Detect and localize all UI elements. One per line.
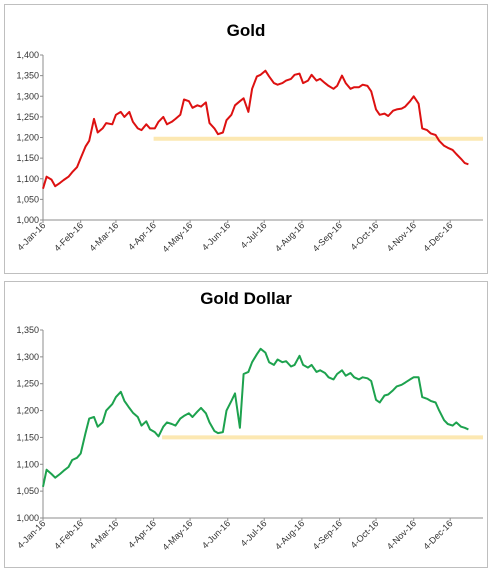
series-line bbox=[42, 69, 469, 189]
y-tick-label: 1,300 bbox=[16, 91, 39, 101]
y-tick-label: 1,050 bbox=[16, 194, 39, 204]
x-tick-label: 4-May-16 bbox=[161, 518, 195, 552]
x-tick-label: 4-Jan-16 bbox=[15, 518, 47, 550]
x-tick-label: 4-Apr-16 bbox=[126, 220, 158, 252]
y-tick-label: 1,050 bbox=[16, 486, 39, 496]
x-tick-label: 4-Sep-16 bbox=[311, 220, 344, 253]
y-tick-label: 1,000 bbox=[16, 513, 39, 523]
x-tick-label: 4-Mar-16 bbox=[87, 220, 120, 253]
y-tick-label: 1,250 bbox=[16, 112, 39, 122]
series-line bbox=[42, 347, 469, 488]
y-tick-label: 1,150 bbox=[16, 432, 39, 442]
x-tick-label: 4-Feb-16 bbox=[52, 220, 85, 253]
x-tick-label: 4-Oct-16 bbox=[349, 518, 381, 550]
chart-title: Gold Dollar bbox=[200, 289, 292, 308]
y-tick-label: 1,100 bbox=[16, 459, 39, 469]
y-tick-label: 1,200 bbox=[16, 406, 39, 416]
x-tick-label: 4-Apr-16 bbox=[126, 518, 158, 550]
y-tick-label: 1,200 bbox=[16, 133, 39, 143]
y-tick-label: 1,100 bbox=[16, 174, 39, 184]
x-tick-label: 4-Aug-16 bbox=[273, 220, 306, 253]
x-tick-label: 4-Oct-16 bbox=[349, 220, 381, 252]
x-tick-label: 4-May-16 bbox=[161, 220, 195, 254]
x-tick-label: 4-Jan-16 bbox=[15, 220, 47, 252]
gold-dollar-chart-panel: Gold Dollar 1,000 1,050 1,100 1,150 1,200 1,2… bbox=[4, 281, 488, 568]
gold-chart: 1,000 1,050 1,100 1,150 1,200 1,250 1,300 1,350… bbox=[15, 50, 483, 254]
x-tick-label: 4-Jun-16 bbox=[200, 220, 232, 252]
y-tick-label: 1,250 bbox=[16, 379, 39, 389]
y-tick-label: 1,400 bbox=[16, 50, 39, 60]
x-tick-label: 4-Nov-16 bbox=[385, 220, 418, 253]
gold-dollar-chart: 1,000 1,050 1,100 1,150 1,200 1,250 1,300 1,350… bbox=[15, 325, 483, 552]
y-tick-label: 1,000 bbox=[16, 215, 39, 225]
y-tick-label: 1,350 bbox=[16, 325, 39, 335]
x-tick-label: 4-Jul-16 bbox=[239, 220, 269, 250]
gold-chart-panel: Gold 1,000 1,050 1,100 1,150 1,200 1,250 1,300… bbox=[4, 4, 488, 274]
x-tick-label: 4-Jun-16 bbox=[200, 518, 232, 550]
x-tick-label: 4-Feb-16 bbox=[52, 518, 85, 551]
y-tick-label: 1,150 bbox=[16, 153, 39, 163]
x-tick-label: 4-Jul-16 bbox=[239, 518, 269, 548]
y-tick-label: 1,300 bbox=[16, 352, 39, 362]
x-tick-label: 4-Aug-16 bbox=[273, 518, 306, 551]
x-tick-label: 4-Mar-16 bbox=[87, 518, 120, 551]
x-tick-label: 4-Dec-16 bbox=[421, 220, 454, 253]
chart-title: Gold bbox=[226, 21, 266, 40]
x-tick-label: 4-Sep-16 bbox=[311, 518, 344, 551]
x-tick-label: 4-Dec-16 bbox=[421, 518, 454, 551]
x-tick-label: 4-Nov-16 bbox=[385, 518, 418, 551]
y-tick-label: 1,350 bbox=[16, 71, 39, 81]
